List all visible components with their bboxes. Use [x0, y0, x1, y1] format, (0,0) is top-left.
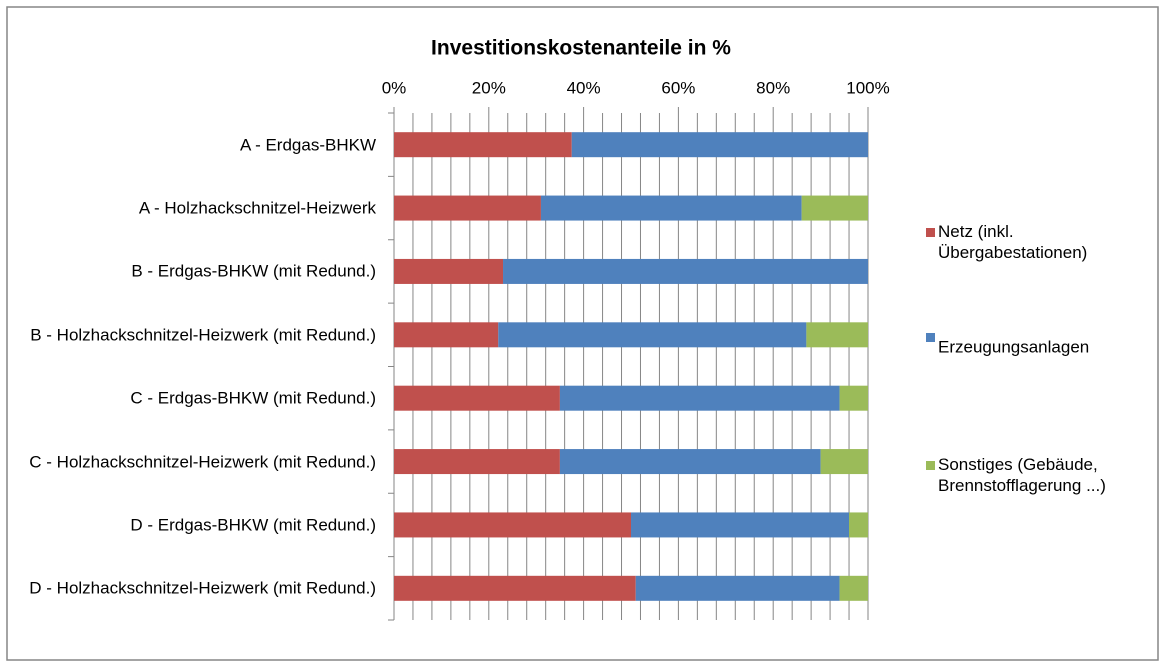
- bar-segment: [394, 258, 504, 284]
- bar-segment: [631, 512, 850, 538]
- x-tick-label: 100%: [846, 78, 889, 97]
- chart-title: Investitionskostenanteile in %: [431, 37, 731, 60]
- y-tick-label: B - Erdgas-BHKW (mit Redund.): [131, 261, 376, 281]
- y-tick-label: C - Erdgas-BHKW (mit Redund.): [130, 388, 376, 408]
- x-tick-label: 20%: [472, 78, 506, 97]
- legend-swatch: [926, 333, 935, 342]
- y-tick-label: A - Holzhackschnitzel-Heizwerk: [138, 198, 376, 218]
- bar-segment: [394, 385, 560, 411]
- bar-segment: [559, 385, 840, 411]
- legend-label: Netz (inkl. Übergabestationen): [938, 222, 1088, 262]
- y-tick-label: C - Holzhackschnitzel-Heizwerk (mit Redu…: [29, 452, 376, 472]
- y-tick-label: A - Erdgas-BHKW: [239, 135, 376, 155]
- bar-segment: [394, 449, 560, 475]
- bar-segment: [394, 575, 636, 601]
- bar-segment: [849, 512, 868, 538]
- bar-segment: [503, 258, 868, 284]
- bar-segment: [820, 449, 868, 475]
- x-tick-label: 0%: [382, 78, 407, 97]
- x-tick-label: 40%: [567, 78, 601, 97]
- bar-segment: [540, 195, 802, 221]
- legend-label: Sonstiges (Gebäude, Brennstofflagerung .…: [938, 455, 1106, 495]
- bar-segment: [559, 449, 821, 475]
- bar-segment: [839, 575, 868, 601]
- y-tick-label: D - Erdgas-BHKW (mit Redund.): [130, 515, 376, 535]
- legend-swatch: [926, 228, 935, 237]
- bar-segment: [571, 132, 868, 158]
- bar-segment: [635, 575, 840, 601]
- bar-segment: [394, 132, 572, 158]
- bar-segment: [806, 322, 868, 348]
- bar-segment: [394, 322, 499, 348]
- legend-swatch: [926, 461, 935, 470]
- bar-segment: [394, 512, 631, 538]
- y-tick-label: B - Holzhackschnitzel-Heizwerk (mit Redu…: [30, 325, 376, 345]
- y-tick-label: D - Holzhackschnitzel-Heizwerk (mit Redu…: [29, 578, 376, 598]
- x-tick-label: 80%: [756, 78, 790, 97]
- bar-segment: [839, 385, 868, 411]
- bar-segment: [498, 322, 807, 348]
- bar-segment: [394, 195, 541, 221]
- x-tick-label: 60%: [661, 78, 695, 97]
- bar-segment: [801, 195, 868, 221]
- legend-label: Erzeugungsanlagen: [938, 337, 1090, 357]
